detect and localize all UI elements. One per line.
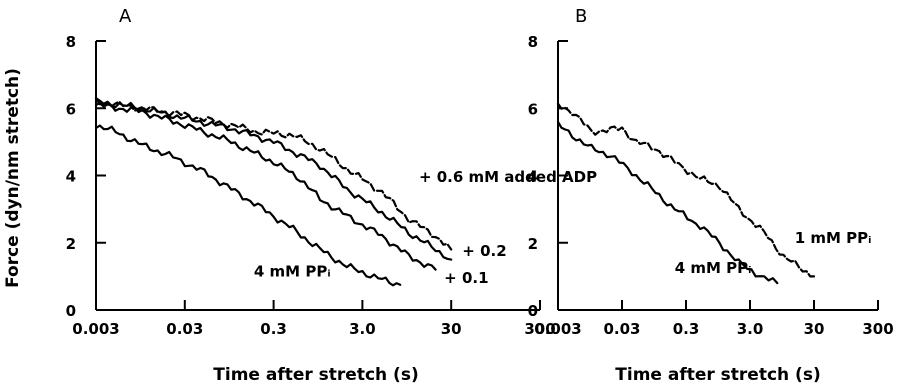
x-tick-label: 0.03 bbox=[603, 320, 640, 338]
y-axis-label: Force (dyn/nm stretch) bbox=[3, 68, 23, 288]
series-line bbox=[94, 97, 453, 261]
x-axis-label: Time after stretch (s) bbox=[615, 365, 820, 385]
x-tick-label: 300 bbox=[862, 320, 893, 338]
series-annotation: + 0.2 bbox=[462, 242, 506, 260]
y-tick-label: 0 bbox=[66, 302, 76, 320]
x-tick-label: 30 bbox=[441, 320, 462, 338]
series-line bbox=[556, 102, 816, 278]
series-line bbox=[94, 102, 437, 271]
series-line bbox=[556, 120, 779, 285]
y-tick-label: 0 bbox=[528, 302, 538, 320]
series-annotation: + 0.6 mM added ADP bbox=[419, 168, 597, 186]
x-tick-label: 30 bbox=[804, 320, 825, 338]
x-tick-label: 3.0 bbox=[737, 320, 764, 338]
series-line bbox=[94, 124, 402, 287]
y-tick-label: 8 bbox=[66, 33, 76, 51]
x-tick-label: 0.3 bbox=[673, 320, 700, 338]
series-annotation: 4 mM PPᵢ bbox=[675, 259, 752, 277]
x-tick-label: 0.03 bbox=[166, 320, 203, 338]
y-tick-label: 6 bbox=[66, 100, 76, 118]
x-tick-label: 3.0 bbox=[349, 320, 376, 338]
y-tick-label: 8 bbox=[528, 33, 538, 51]
x-tick-label: 0.003 bbox=[534, 320, 581, 338]
x-tick-label: 0.3 bbox=[260, 320, 287, 338]
panel-b: B 0 2 4 6 8 0.003 0.03 0.3 3.0 30 300 Time after str… bbox=[528, 6, 894, 385]
panel-letter: A bbox=[119, 6, 132, 27]
y-tick-label: 4 bbox=[528, 168, 538, 186]
series-annotation: + 0.1 bbox=[444, 269, 488, 287]
x-axis-label: Time after stretch (s) bbox=[213, 365, 418, 385]
series-annotation: 4 mM PPᵢ bbox=[254, 262, 331, 280]
panel-letter: B bbox=[575, 6, 587, 27]
y-tick-label: 4 bbox=[66, 168, 76, 186]
y-tick-label: 2 bbox=[66, 235, 76, 253]
y-tick-label: 6 bbox=[528, 100, 538, 118]
x-tick-label: 300 bbox=[524, 320, 555, 338]
series-annotation: 1 mM PPᵢ bbox=[795, 229, 872, 247]
y-tick-label: 2 bbox=[528, 235, 538, 253]
panel-a: A 0 2 4 6 8 0.003 0.03 0.3 3.0 30 300 Time after str… bbox=[3, 6, 597, 385]
series-line bbox=[94, 97, 453, 251]
x-tick-label: 0.003 bbox=[72, 320, 119, 338]
